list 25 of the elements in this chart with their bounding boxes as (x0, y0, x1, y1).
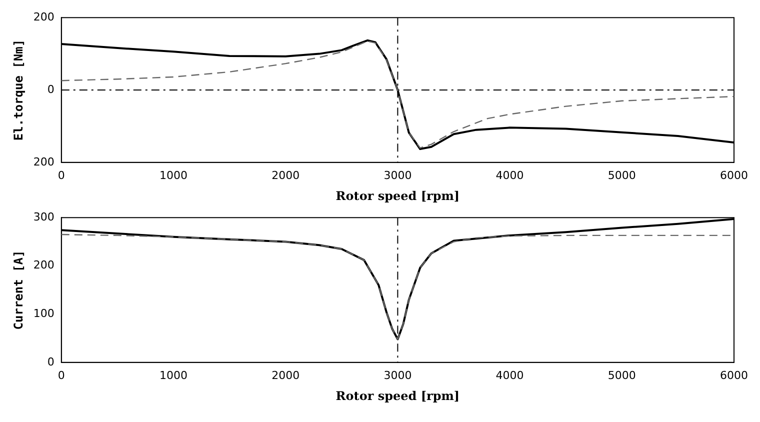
y-tick-label: 300 (33, 210, 54, 224)
x-axis-title: Rotor speed [rpm] (336, 388, 460, 403)
x-tick-label: 5000 (608, 168, 636, 182)
y-tick-label: 200 (33, 155, 54, 168)
y-tick-label: 0 (47, 82, 54, 96)
y-tick-label: 100 (33, 306, 54, 320)
x-tick-label: 5000 (608, 368, 636, 382)
y-tick-label: 200 (33, 258, 54, 272)
x-tick-label: 3000 (384, 368, 412, 382)
x-tick-label: 0 (58, 168, 65, 182)
y-tick-label: 0 (47, 355, 54, 368)
x-tick-label: 6000 (720, 368, 748, 382)
x-tick-label: 4000 (496, 368, 524, 382)
x-tick-label: 4000 (496, 168, 524, 182)
x-tick-label: 1000 (159, 168, 188, 182)
x-tick-label: 0 (58, 368, 65, 382)
x-tick-label: 2000 (272, 368, 300, 382)
y-axis-title: Current [A] (11, 250, 26, 330)
x-tick-label: 3000 (384, 168, 412, 182)
x-tick-label: 6000 (720, 168, 748, 182)
x-tick-label: 1000 (159, 368, 188, 382)
y-axis-title: El.torque [Nm] (11, 39, 26, 141)
x-axis-title: Rotor speed [rpm] (336, 188, 460, 203)
y-tick-label: 200 (33, 10, 54, 24)
x-tick-label: 2000 (272, 168, 300, 182)
